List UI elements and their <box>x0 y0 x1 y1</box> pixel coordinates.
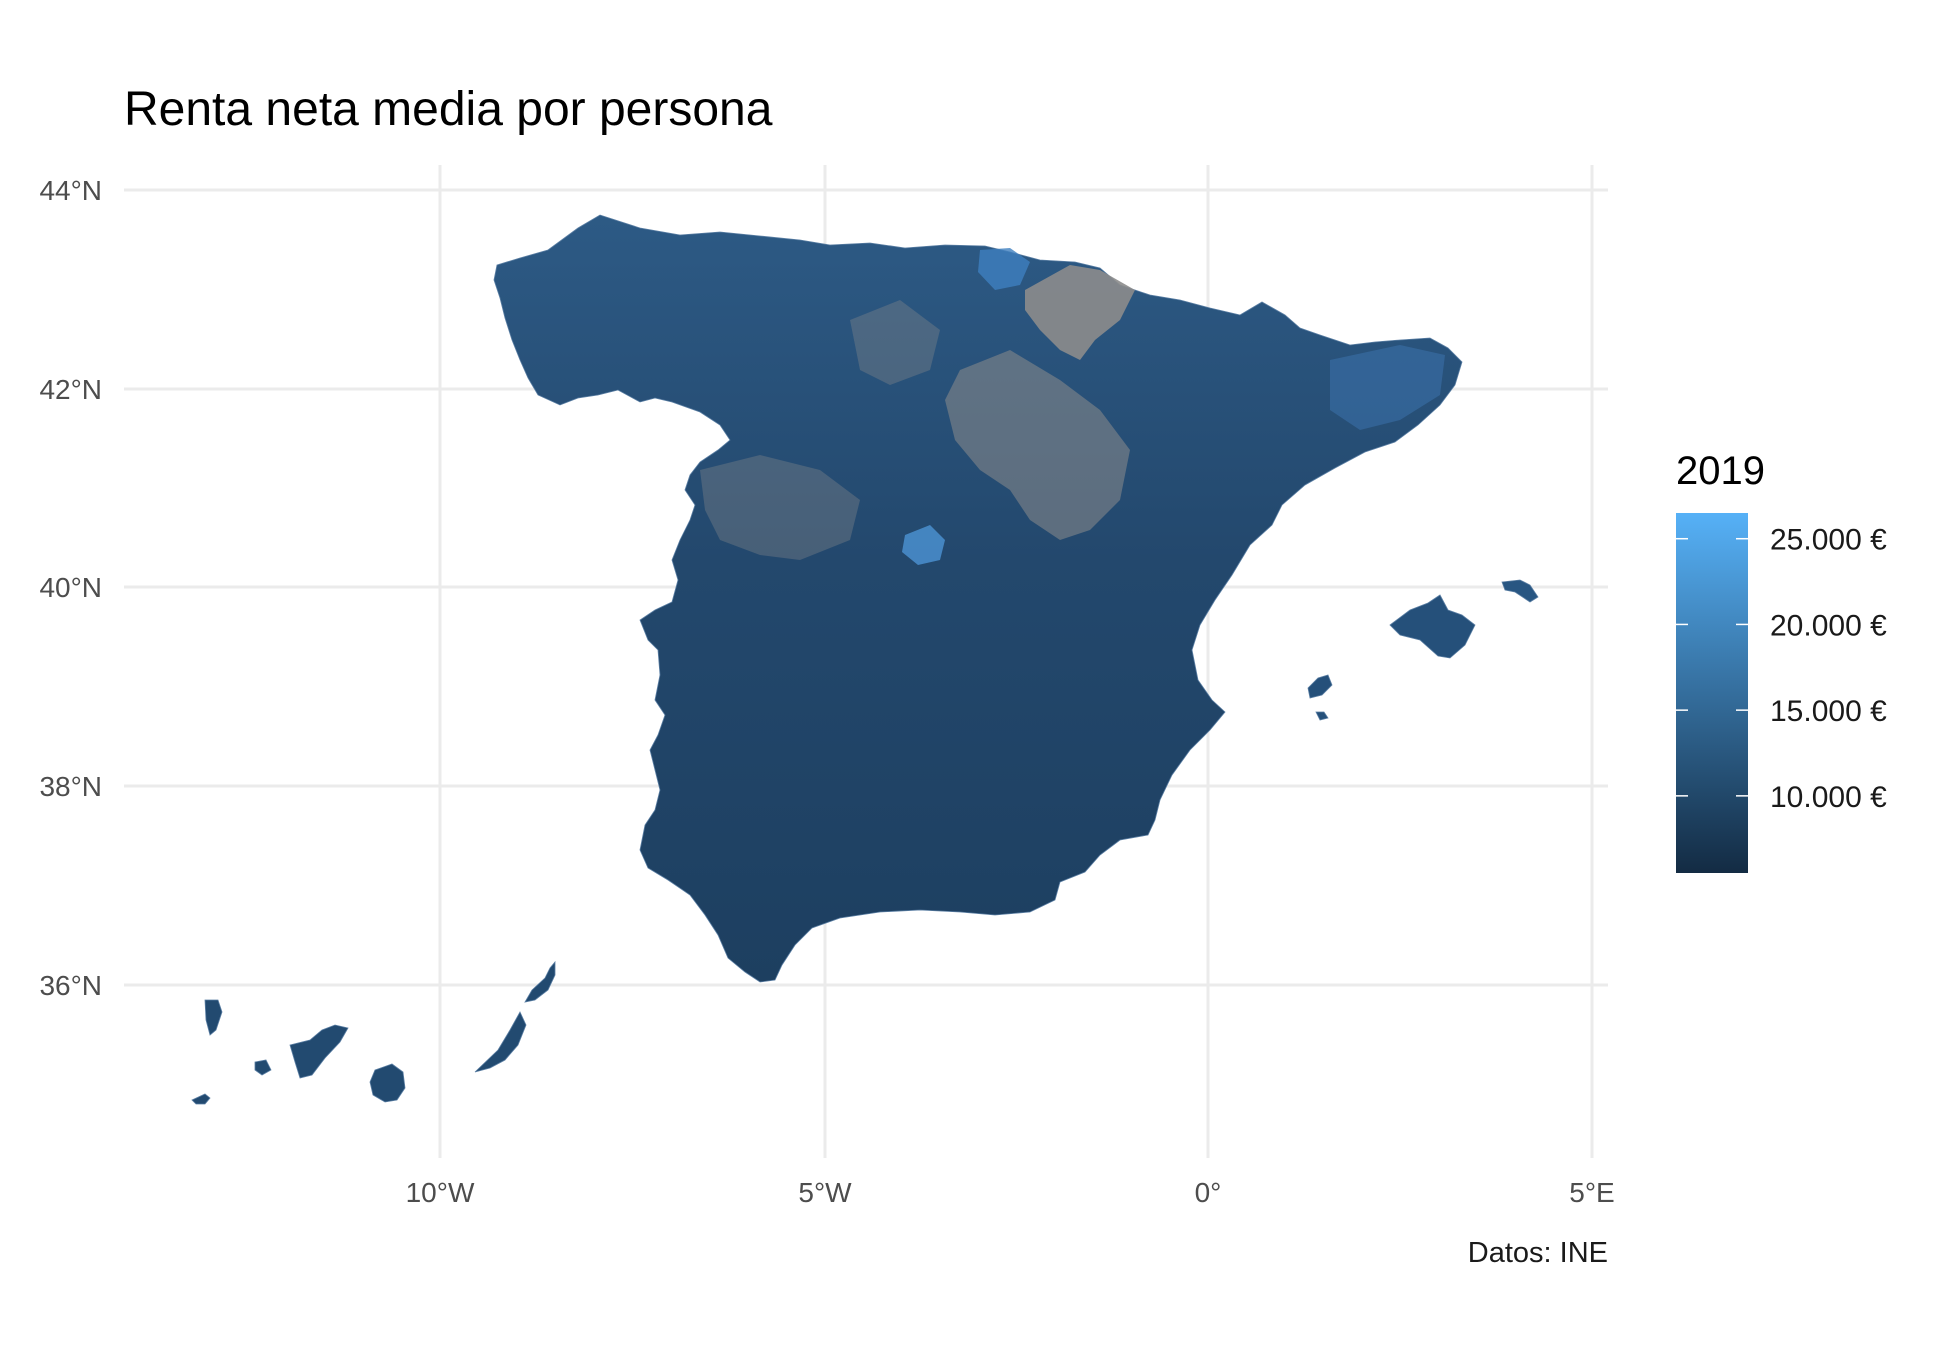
el-hierro <box>191 1093 211 1105</box>
basque-area <box>978 248 1030 290</box>
x-axis-labels: 10°W 5°W 0° 5°E <box>406 1177 1615 1208</box>
madrid-area <box>902 525 945 565</box>
legend-label: 20.000 € <box>1770 609 1887 642</box>
peninsula-shape <box>493 214 1463 983</box>
legend-ticks: 25.000 € 20.000 € 15.000 € 10.000 € <box>1676 524 1887 814</box>
x-tick-label: 5°W <box>798 1177 852 1208</box>
gran-canaria <box>369 1063 406 1103</box>
legend-colorbar <box>1676 513 1748 873</box>
missing-data-area-west <box>700 455 860 560</box>
legend-label: 10.000 € <box>1770 781 1887 814</box>
y-tick-label: 44°N <box>39 175 102 206</box>
legend-title: 2019 <box>1676 449 1765 493</box>
menorca <box>1501 579 1539 603</box>
mallorca <box>1389 594 1476 659</box>
x-tick-label: 0° <box>1195 1177 1222 1208</box>
caption: Datos: INE <box>1468 1237 1608 1269</box>
spain-map <box>191 214 1539 1105</box>
legend-label: 25.000 € <box>1770 524 1887 557</box>
legend-label: 15.000 € <box>1770 695 1887 728</box>
x-tick-label: 5°E <box>1569 1177 1614 1208</box>
legend: 2019 25.000 € 20.000 € 15.000 € 10.000 € <box>1676 449 1887 873</box>
y-axis-labels: 44°N 42°N 40°N 38°N 36°N <box>39 175 102 1001</box>
y-tick-label: 38°N <box>39 771 102 802</box>
y-tick-label: 42°N <box>39 374 102 405</box>
y-tick-label: 36°N <box>39 970 102 1001</box>
formentera <box>1315 711 1329 721</box>
map-title: Renta neta media por persona <box>124 83 773 136</box>
y-tick-label: 40°N <box>39 572 102 603</box>
missing-data-area-north <box>1025 265 1135 360</box>
x-tick-label: 10°W <box>406 1177 475 1208</box>
missing-data-area-duero <box>850 300 940 385</box>
missing-data-area-central <box>945 350 1130 540</box>
lanzarote <box>524 960 556 1003</box>
tenerife <box>289 1024 349 1079</box>
ibiza <box>1307 674 1333 699</box>
la-palma <box>204 999 223 1036</box>
catalonia-area <box>1330 345 1445 430</box>
la-gomera <box>254 1059 272 1076</box>
fuerteventura <box>474 1011 527 1073</box>
